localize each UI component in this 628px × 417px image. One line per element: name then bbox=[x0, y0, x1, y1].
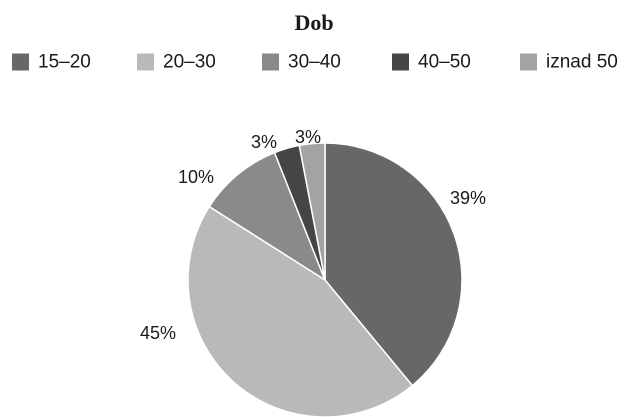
legend-swatch-15-20 bbox=[12, 53, 29, 71]
pie-slice-30-40 bbox=[208, 151, 327, 282]
data-label-30-40: 10% bbox=[178, 167, 214, 187]
data-label-40-50: 3% bbox=[251, 132, 277, 152]
pie-slice-20-30 bbox=[187, 205, 414, 417]
pie-slice-iznad-50 bbox=[298, 142, 326, 281]
pie-slice-15-20 bbox=[324, 142, 463, 387]
data-label-iznad-50: 3% bbox=[295, 127, 321, 147]
legend-swatch-30-40 bbox=[262, 53, 279, 71]
legend-label-30-40: 30–40 bbox=[288, 52, 341, 73]
chart-title: Dob bbox=[294, 10, 333, 35]
data-label-15-20: 39% bbox=[450, 188, 486, 208]
pie-slices bbox=[187, 142, 463, 417]
legend-label-20-30: 20–30 bbox=[163, 52, 216, 73]
legend: 15–20 20–30 30–40 40–50 iznad 50 bbox=[12, 52, 618, 73]
data-label-20-30: 45% bbox=[140, 323, 176, 343]
data-labels: 39% 45% 10% 3% 3% bbox=[140, 127, 486, 343]
legend-swatch-40-50 bbox=[392, 53, 409, 71]
legend-label-15-20: 15–20 bbox=[38, 52, 91, 73]
legend-swatch-20-30 bbox=[137, 53, 154, 71]
legend-label-40-50: 40–50 bbox=[418, 52, 471, 73]
legend-swatch-iznad-50 bbox=[520, 53, 537, 71]
legend-label-iznad-50: iznad 50 bbox=[546, 52, 618, 73]
